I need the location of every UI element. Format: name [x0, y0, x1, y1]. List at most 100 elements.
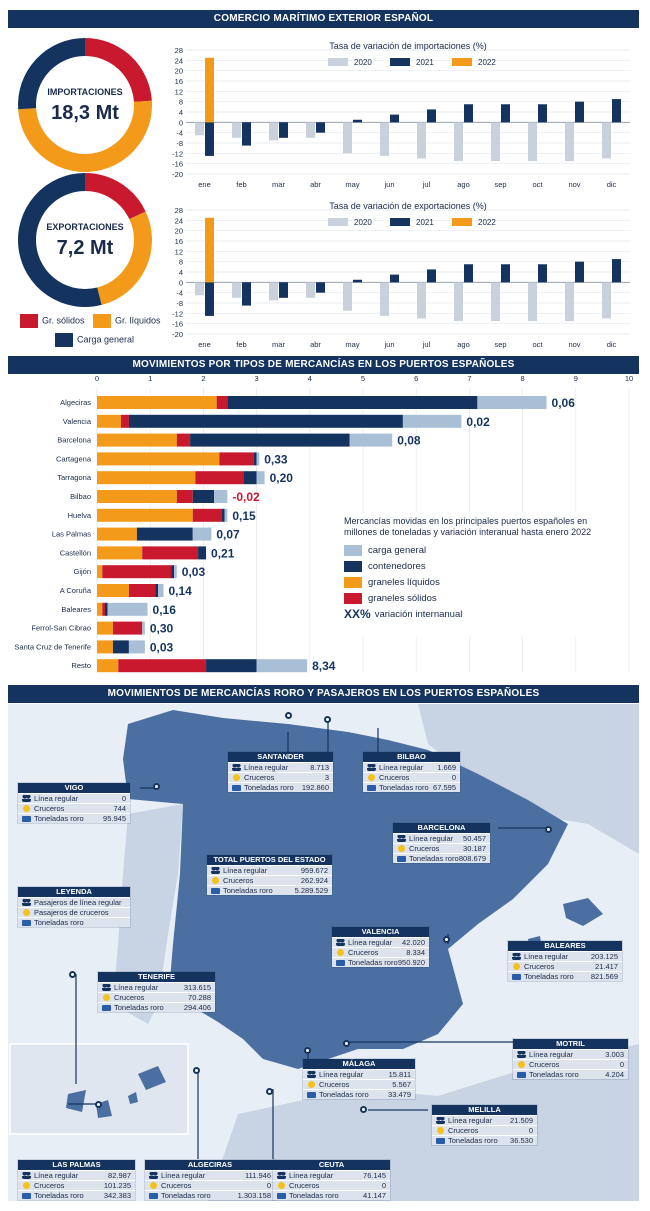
x-tick-label: jun [383, 180, 394, 189]
stacked-bar-segment [219, 452, 254, 466]
pin-bilbao[interactable] [324, 716, 331, 723]
port-card-row-value: 21.509 [510, 1116, 533, 1125]
port-card-row: Toneladas roro 1.303.158 [145, 1190, 275, 1200]
port-card-title: MOTRIL [513, 1039, 628, 1049]
bar [501, 104, 510, 123]
port-card-barcelona[interactable]: BARCELONA Línea regular 50.457 Cruceros 30.1… [393, 823, 490, 863]
bar [279, 282, 288, 298]
bar [242, 122, 251, 146]
port-card-row-label: Toneladas roro [244, 783, 294, 792]
port-card-motril[interactable]: MOTRIL Línea regular 3.003 Cruceros 0 Tonelad… [513, 1039, 628, 1079]
cruise-icon [150, 1182, 157, 1189]
port-card-row-label: Toneladas roro [319, 1090, 369, 1099]
port-card-malaga[interactable]: MÁLAGA Línea regular 15.811 Cruceros 5.567 To… [303, 1059, 415, 1099]
port-card-ceuta[interactable]: CEUTA Línea regular 76.145 Cruceros 0 Tonelad… [273, 1160, 390, 1200]
port-card-row-label: Línea regular [409, 834, 454, 843]
port-card-row: Toneladas roro 950.920 [332, 957, 429, 967]
port-label: Algeciras [60, 398, 91, 407]
port-card-row: Cruceros 30.187 [393, 843, 490, 853]
y-tick-label: -8 [176, 139, 183, 148]
port-card-row: Toneladas roro 95.945 [18, 813, 130, 823]
port-card-row-value: 342.383 [103, 1191, 131, 1200]
port-card-bilbao[interactable]: BILBAO Línea regular 1.669 Cruceros 0 Tonelad… [363, 752, 460, 792]
y-tick-label: 20 [175, 227, 183, 236]
cruise-icon [437, 1127, 444, 1134]
bar [491, 282, 500, 322]
port-card-row: Cruceros 744 [18, 803, 130, 813]
x-tick-label: mar [272, 180, 285, 189]
port-card-row-value: 294.406 [183, 1003, 211, 1012]
pin-motril[interactable] [343, 1040, 350, 1047]
pin-ceuta[interactable] [266, 1088, 273, 1095]
pin-valencia[interactable] [443, 936, 450, 943]
port-card-algeciras[interactable]: ALGECIRAS Línea regular 111.946 Cruceros 0 To… [145, 1160, 275, 1200]
x-tick-label: ago [457, 180, 470, 189]
variation-label: 0,16 [153, 603, 177, 617]
bar [269, 122, 278, 141]
pin-santander[interactable] [285, 712, 292, 719]
port-card-row-value: 203.125 [590, 952, 618, 961]
y-tick-label: 4 [179, 108, 183, 117]
port-card-tenerife[interactable]: TENERIFE Línea regular 313.615 Cruceros 70.2… [98, 972, 215, 1012]
port-card-melilla[interactable]: MELILLA Línea regular 21.509 Cruceros 0 Tonel… [432, 1105, 537, 1145]
stacked-bar-segment [128, 640, 145, 654]
port-card-vigo[interactable]: VIGO Línea regular 0 Cruceros 744 Toneladas r… [18, 783, 130, 823]
stacked-bar-segment [171, 565, 175, 579]
y-tick-label: 24 [175, 56, 183, 65]
variation-label: 0,07 [216, 528, 240, 542]
truck-icon [336, 959, 345, 966]
port-card-row-label: Cruceros [448, 1126, 479, 1135]
pin-vigo[interactable] [153, 783, 160, 790]
truck-icon [22, 815, 31, 822]
x-tick-label: abr [310, 180, 321, 189]
port-card-row-label: Toneladas roro [34, 814, 84, 823]
stacked-bar-segment [97, 565, 103, 579]
port-card-row: Toneladas roro 342.383 [18, 1190, 135, 1200]
pin-barcelona[interactable] [545, 826, 552, 833]
port-card-row-label: Toneladas roro [161, 1191, 211, 1200]
pin-melilla[interactable] [360, 1106, 367, 1113]
pin-malaga[interactable] [304, 1047, 311, 1054]
bar [501, 264, 510, 283]
truck-icon [512, 973, 521, 980]
port-card-row-label: Toneladas roro [448, 1136, 498, 1145]
stacked-bar-segment [216, 396, 228, 409]
port-card-row: Cruceros 101.235 [18, 1180, 135, 1190]
port-card-row: Cruceros 21.417 [508, 961, 622, 971]
canary-island-4 [128, 1092, 138, 1104]
cruise-icon [518, 1061, 525, 1068]
port-card-baleares[interactable]: BALEARES Línea regular 203.125 Cruceros 21.4… [508, 941, 622, 981]
variation-label: 8,34 [312, 659, 336, 673]
y-tick-label: 16 [175, 77, 183, 86]
variation-label: 0,21 [211, 546, 235, 560]
port-card-row-value: 5.567 [392, 1080, 411, 1089]
bar [612, 99, 621, 123]
port-card-valencia[interactable]: VALENCIA Línea regular 42.020 Cruceros 8.334… [332, 927, 429, 967]
port-card-row-value: 3.003 [605, 1050, 624, 1059]
ports-chart-legend: Mercancías movidas en los principales pu… [338, 512, 628, 637]
bar [491, 122, 500, 162]
port-card-laspalmas[interactable]: LAS PALMAS Línea regular 82.987 Cruceros 101… [18, 1160, 135, 1200]
legend-label: 2021 [416, 58, 434, 67]
x-tick-label: abr [310, 340, 321, 349]
port-card-row-value: 111.946 [245, 1171, 271, 1180]
exports-donut: EXPORTACIONES 7,2 Mt [18, 173, 152, 307]
y-tick-label: 8 [179, 258, 183, 267]
port-label: Cartagena [56, 454, 92, 463]
map-legend: LEYENDA Pasajeros de línea regular Pasaj… [18, 887, 130, 927]
stacked-bar-segment [155, 584, 159, 597]
stacked-bar-segment [104, 602, 108, 616]
port-card-row: Toneladas roro 5.289.529 [207, 885, 332, 895]
chart-title: Tasa de variación de exportaciones (%) [329, 201, 487, 211]
pin-algeciras[interactable] [193, 1067, 200, 1074]
section-header-trade: COMERCIO MARÍTIMO EXTERIOR ESPAÑOL [8, 10, 639, 28]
port-card-total[interactable]: TOTAL PUERTOS DEL ESTADO Línea regular 959… [207, 855, 332, 895]
port-card-row-value: 41.147 [363, 1191, 386, 1200]
port-card-row-value: 76.145 [363, 1171, 386, 1180]
donut-segment [96, 211, 152, 305]
port-card-santander[interactable]: SANTANDER Línea regular 8.713 Cruceros 3 Tone… [228, 752, 333, 792]
pin-laspalmas[interactable] [95, 1101, 102, 1108]
legend-swatch [328, 218, 348, 226]
pin-tenerife[interactable] [69, 971, 76, 978]
stacked-bar-segment [402, 414, 462, 428]
